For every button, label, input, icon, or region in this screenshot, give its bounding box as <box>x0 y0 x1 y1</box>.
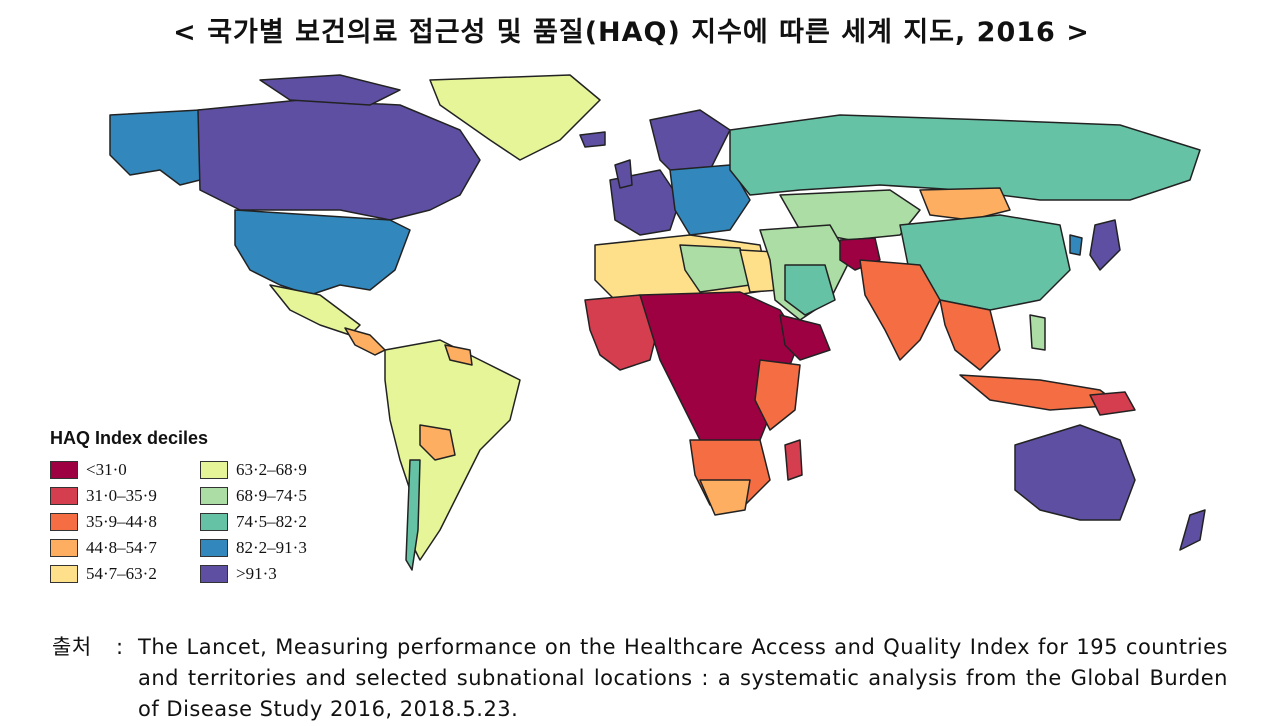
source-text: The Lancet, Measuring performance on the… <box>138 635 1228 721</box>
region-russia <box>729 114 1201 201</box>
legend-item: 74·5–82·2 <box>200 509 350 535</box>
region-philippines <box>1029 314 1046 351</box>
region-southeast-asia <box>939 299 1001 371</box>
region-mongolia <box>919 187 1011 221</box>
region-east-africa <box>754 359 801 431</box>
region-usa <box>234 209 411 296</box>
region-saudi <box>784 264 836 316</box>
world-map <box>109 74 1206 571</box>
legend-swatch <box>200 539 228 557</box>
legend-item: 31·0–35·9 <box>50 483 200 509</box>
region-korea <box>1069 234 1083 256</box>
legend-label: >91·3 <box>236 564 277 583</box>
legend-item: 63·2–68·9 <box>200 457 350 483</box>
legend-swatch <box>50 487 78 505</box>
region-horn-africa <box>779 314 831 361</box>
legend-item: 68·9–74·5 <box>200 483 350 509</box>
region-greenland <box>429 74 601 161</box>
legend-label: 63·2–68·9 <box>236 460 307 479</box>
region-canada <box>197 99 481 221</box>
legend-swatch <box>200 565 228 583</box>
region-papua <box>1089 391 1136 416</box>
legend-swatch <box>50 539 78 557</box>
legend-label: 54·7–63·2 <box>86 564 157 583</box>
region-guianas <box>444 344 473 366</box>
region-bolivia <box>419 424 456 461</box>
region-central-america <box>344 327 386 356</box>
legend-item: >91·3 <box>200 561 350 587</box>
region-arctic-islands <box>259 74 401 106</box>
legend-item: 82·2–91·3 <box>200 535 350 561</box>
legend-item: 35·9–44·8 <box>50 509 200 535</box>
legend-item: 54·7–63·2 <box>50 561 200 587</box>
region-south-africa <box>699 479 751 516</box>
map-title: < 국가별 보건의료 접근성 및 품질(HAQ) 지수에 따른 세계 지도, 2… <box>173 17 1090 48</box>
source-label: 출처 <box>52 635 92 659</box>
legend-label: 31·0–35·9 <box>86 486 157 505</box>
legend-swatch <box>50 461 78 479</box>
legend-label: 82·2–91·3 <box>236 538 307 557</box>
region-japan <box>1089 219 1121 271</box>
legend-label: 44·8–54·7 <box>86 538 157 557</box>
legend-item: <31·0 <box>50 457 200 483</box>
legend-title: HAQ Index deciles <box>50 428 209 448</box>
region-mexico <box>269 284 361 336</box>
legend-label: <31·0 <box>86 460 127 479</box>
region-new-zealand <box>1179 509 1206 551</box>
legend: HAQ Index deciles <31·0 31·0–35·9 35·9–44·… <box>50 428 350 587</box>
legend-swatch <box>200 461 228 479</box>
legend-label: 68·9–74·5 <box>236 486 307 505</box>
region-madagascar <box>784 439 803 481</box>
region-iceland <box>579 131 606 148</box>
source-separator: : <box>116 635 124 659</box>
region-australia <box>1014 424 1136 521</box>
region-libya <box>679 244 751 293</box>
legend-label: 35·9–44·8 <box>86 512 157 531</box>
legend-swatch <box>200 487 228 505</box>
legend-swatch <box>50 565 78 583</box>
legend-swatch <box>50 513 78 531</box>
region-alaska <box>109 109 201 186</box>
legend-swatch <box>200 513 228 531</box>
legend-label: 74·5–82·2 <box>236 512 307 531</box>
legend-item: 44·8–54·7 <box>50 535 200 561</box>
region-india <box>859 259 941 361</box>
region-uk <box>614 159 633 189</box>
legend-grid: <31·0 31·0–35·9 35·9–44·8 44·8–54·7 54·7–63·… <box>50 457 350 587</box>
region-chile <box>405 459 421 571</box>
